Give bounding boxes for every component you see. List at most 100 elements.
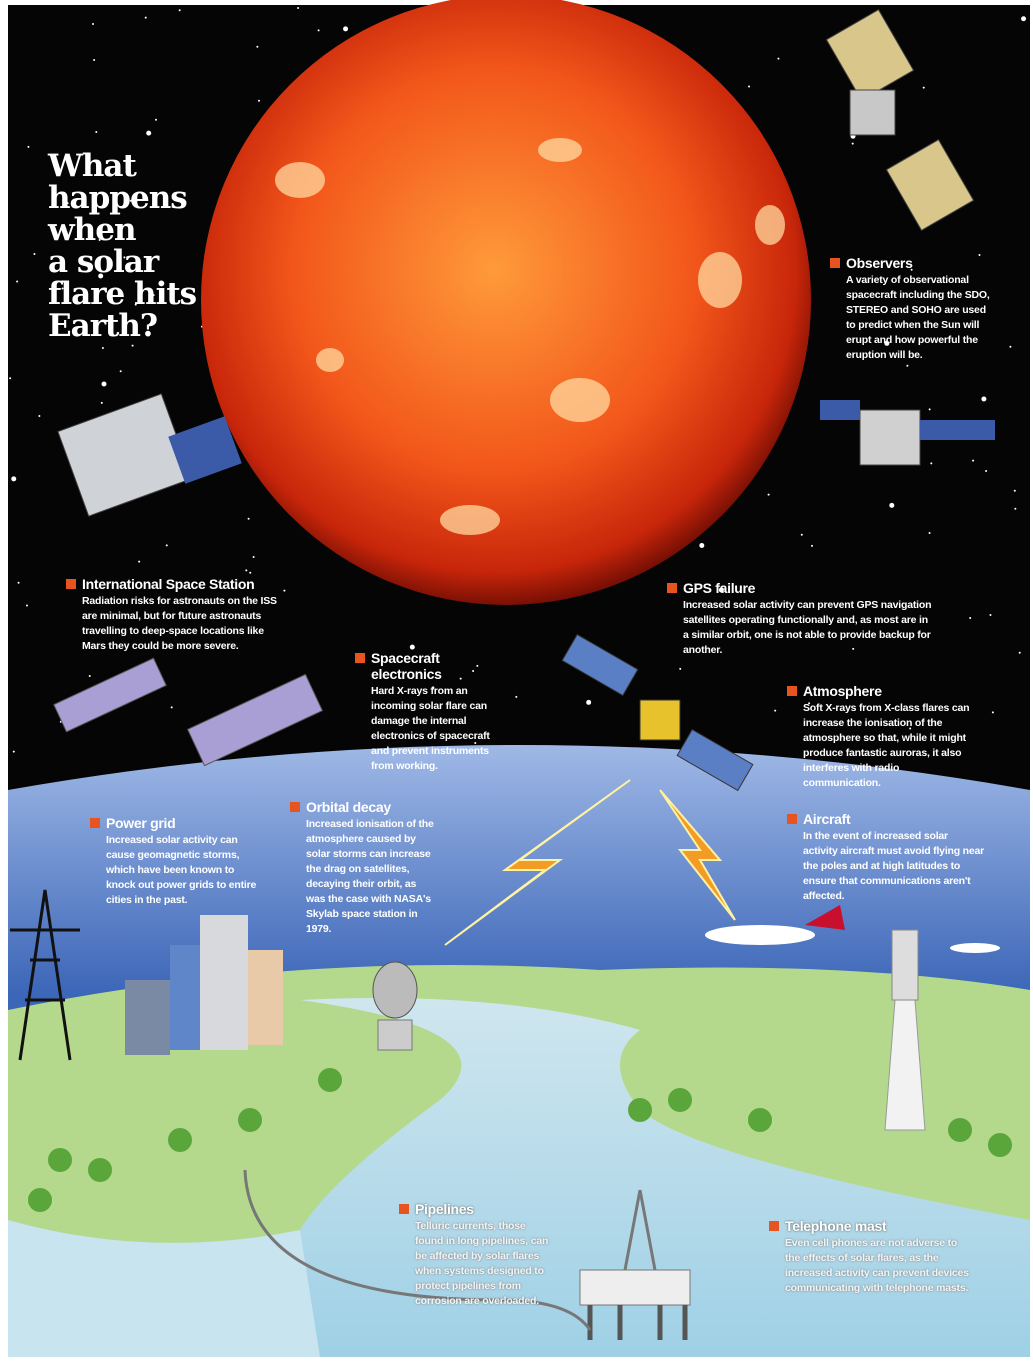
star <box>93 59 95 61</box>
star <box>248 518 250 520</box>
section: Orbital decay Increased ionisation of the… <box>306 799 438 937</box>
star <box>120 370 122 372</box>
star <box>95 131 97 133</box>
star <box>989 614 991 616</box>
bullet <box>66 579 76 589</box>
star <box>33 253 35 255</box>
star <box>38 415 40 417</box>
star <box>1021 16 1026 21</box>
title-line: What <box>48 150 196 182</box>
bullet <box>769 1221 779 1231</box>
section-heading: Telephone mast <box>785 1218 970 1234</box>
section-heading: Aircraft <box>803 811 985 827</box>
bullet <box>830 258 840 268</box>
star <box>249 572 251 574</box>
section-heading: Orbital decay <box>306 799 438 815</box>
star <box>748 85 750 87</box>
section-body: Hard X-rays from an incoming solar flare… <box>371 684 506 774</box>
star <box>801 534 803 536</box>
star <box>101 382 106 387</box>
section-heading: Spacecraft electronics <box>371 650 461 682</box>
bullet <box>399 1204 409 1214</box>
star <box>679 668 681 670</box>
title-line: a solar <box>48 246 196 278</box>
star <box>138 561 140 563</box>
star <box>929 532 931 534</box>
star <box>969 617 971 619</box>
star <box>16 280 18 282</box>
star <box>9 377 11 379</box>
star <box>297 7 299 9</box>
star <box>256 46 258 48</box>
section-body: Increased ionisation of the atmosphere c… <box>306 817 438 937</box>
star <box>11 476 16 481</box>
star <box>1019 652 1021 654</box>
star <box>889 503 894 508</box>
star <box>1014 490 1016 492</box>
star <box>145 17 147 19</box>
star <box>985 470 987 472</box>
star <box>343 26 348 31</box>
bullet <box>667 583 677 593</box>
section-body: Increased solar activity can prevent GPS… <box>683 598 933 658</box>
star <box>102 347 104 349</box>
section-body: Telluric currents, those found in long p… <box>415 1219 553 1309</box>
section: GPS failure Increased solar activity can … <box>683 580 933 658</box>
star <box>515 696 517 698</box>
star <box>258 100 260 102</box>
section-body: Even cell phones are not adverse to the … <box>785 1236 970 1296</box>
star <box>132 345 134 347</box>
star <box>26 604 28 606</box>
section: International Space StationRadiation ris… <box>82 576 282 654</box>
section-heading: GPS failure <box>683 580 933 596</box>
star <box>774 710 776 712</box>
section: Power grid Increased solar activity can c… <box>106 815 266 908</box>
title-line: happens <box>48 182 196 214</box>
bullet <box>787 686 797 696</box>
star <box>906 365 908 367</box>
section-heading: Atmosphere <box>803 683 975 699</box>
star <box>318 29 320 31</box>
star <box>586 700 591 705</box>
bullet <box>290 802 300 812</box>
section-heading: Power grid <box>106 815 266 831</box>
star <box>929 408 931 410</box>
star <box>89 675 91 677</box>
section: Atmosphere Soft X-rays from X-class flare… <box>803 683 975 791</box>
star <box>146 131 151 136</box>
infographic: Whathappenswhena solarflare hitsEarth? O… <box>0 0 1033 1361</box>
section-heading: Observers <box>846 255 996 271</box>
bullet <box>90 818 100 828</box>
star <box>92 23 94 25</box>
star <box>972 460 974 462</box>
star <box>811 545 813 547</box>
star <box>777 58 779 60</box>
bullet <box>787 814 797 824</box>
star <box>245 569 247 571</box>
star <box>1009 346 1011 348</box>
section-body: Radiation risks for astronauts on the IS… <box>82 594 282 654</box>
star <box>981 396 986 401</box>
star <box>923 87 925 89</box>
star <box>992 711 994 713</box>
star <box>699 543 704 548</box>
star <box>410 645 415 650</box>
section-body: A variety of observational spacecraft in… <box>846 273 996 363</box>
star <box>13 751 15 753</box>
title-line: flare hits <box>48 278 196 310</box>
section: Pipelines Telluric currents, those found … <box>415 1201 553 1309</box>
star <box>171 706 173 708</box>
star <box>155 119 157 121</box>
title-line: when <box>48 214 196 246</box>
star <box>768 494 770 496</box>
star <box>179 9 181 11</box>
section-body: Soft X-rays from X-class flares can incr… <box>803 701 975 791</box>
section-body: Increased solar activity can cause geoma… <box>106 833 266 908</box>
star <box>166 544 168 546</box>
star <box>101 402 103 404</box>
section-heading: Pipelines <box>415 1201 553 1217</box>
section: Observers A variety of observational spac… <box>846 255 996 363</box>
